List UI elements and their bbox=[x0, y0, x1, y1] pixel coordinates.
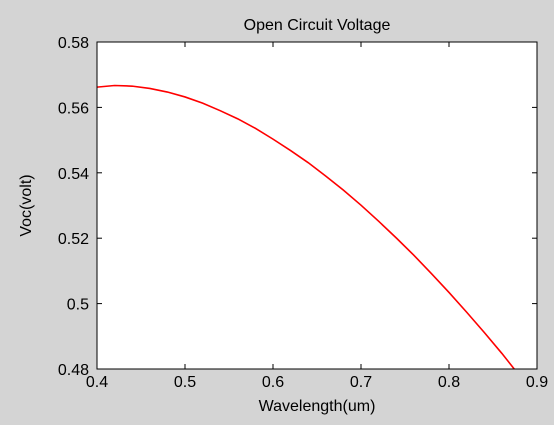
x-tick-label: 0.6 bbox=[262, 374, 284, 391]
y-tick-label: 0.54 bbox=[58, 166, 89, 183]
chart-title: Open Circuit Voltage bbox=[244, 17, 391, 34]
y-tick-label: 0.58 bbox=[58, 35, 89, 52]
plot-area bbox=[97, 42, 537, 369]
y-tick-label: 0.52 bbox=[58, 231, 89, 248]
x-axis-label: Wavelength(um) bbox=[259, 398, 376, 415]
x-tick-label: 0.9 bbox=[526, 374, 548, 391]
x-tick-label: 0.8 bbox=[438, 374, 460, 391]
y-tick-label: 0.48 bbox=[58, 362, 89, 379]
y-axis: 0.48 0.5 0.52 0.54 0.56 0.58 bbox=[58, 35, 537, 379]
y-axis-label: Voc(volt) bbox=[18, 174, 35, 236]
voc-series-line bbox=[97, 84, 516, 369]
y-tick-label: 0.56 bbox=[58, 100, 89, 117]
x-tick-label: 0.4 bbox=[86, 374, 108, 391]
y-tick-label: 0.5 bbox=[67, 297, 89, 314]
x-tick-label: 0.5 bbox=[174, 374, 196, 391]
x-axis: 0.4 0.5 0.6 0.7 0.8 0.9 bbox=[86, 42, 548, 391]
x-tick-label: 0.7 bbox=[350, 374, 372, 391]
axes-frame bbox=[96, 41, 538, 370]
